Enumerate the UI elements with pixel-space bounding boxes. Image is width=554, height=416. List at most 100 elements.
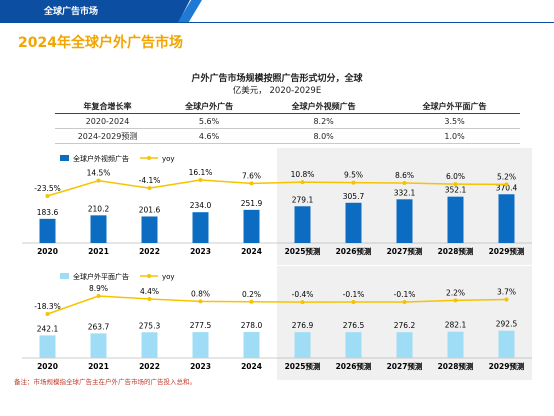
- legend-label: yoy: [162, 155, 175, 163]
- forecast-shade: [277, 266, 532, 380]
- page-title: 2024年全球户外广告市场: [18, 35, 183, 51]
- table-cell: 2020-2024: [55, 113, 160, 129]
- bar: [498, 330, 515, 358]
- table-cell: 5.6%: [160, 113, 259, 129]
- x-tick-label: 2023: [190, 362, 211, 371]
- yoy-value-label: 8.6%: [395, 171, 414, 180]
- table-row: 2024-2029预测 4.6% 8.0% 1.0%: [55, 128, 520, 144]
- x-tick-label: 2027预测: [387, 246, 423, 256]
- bar-value-label: 201.6: [139, 205, 161, 214]
- bar-value-label: 275.3: [139, 321, 161, 330]
- yoy-value-label: 8.9%: [89, 284, 108, 293]
- x-tick-label: 2025预测: [285, 246, 321, 256]
- yoy-value-label: 10.8%: [291, 170, 315, 179]
- bar: [498, 194, 515, 243]
- header-band: [0, 0, 190, 22]
- x-tick-label: 2028预测: [438, 361, 474, 371]
- bar-value-label: 263.7: [88, 322, 110, 331]
- bar-value-label: 305.7: [343, 192, 365, 201]
- yoy-point: [249, 299, 254, 304]
- bar: [39, 335, 56, 358]
- x-tick-label: 2026预测: [336, 361, 372, 371]
- yoy-point: [198, 178, 203, 182]
- table-cell: 2024-2029预测: [55, 128, 160, 144]
- bar-value-label: 242.1: [37, 324, 59, 333]
- x-tick-label: 2027预测: [387, 361, 423, 371]
- table-cell: 4.6%: [160, 128, 259, 144]
- x-tick-label: 2020: [37, 362, 58, 371]
- x-tick-label: 2022: [139, 362, 160, 371]
- yoy-point: [147, 186, 152, 191]
- bar: [141, 216, 158, 243]
- legend-line-marker: [147, 156, 151, 160]
- table-row: 2020-2024 5.6% 8.2% 3.5%: [55, 113, 520, 129]
- bar: [447, 196, 464, 243]
- yoy-value-label: -18.3%: [34, 302, 61, 311]
- yoy-value-label: 3.7%: [497, 287, 516, 296]
- x-tick-label: 2026预测: [336, 246, 372, 256]
- bar-value-label: 332.1: [394, 188, 416, 197]
- table-header-cell: 年复合增长率: [55, 100, 160, 114]
- yoy-point: [96, 178, 101, 183]
- bar-value-label: 183.6: [37, 208, 59, 217]
- x-tick-label: 2024: [241, 362, 262, 371]
- yoy-value-label: 4.4%: [140, 287, 159, 296]
- bar-value-label: 278.0: [241, 321, 263, 330]
- bar-value-label: 292.5: [496, 320, 518, 329]
- yoy-point: [453, 298, 458, 303]
- bar: [447, 331, 464, 358]
- bar-value-label: 276.5: [343, 321, 365, 330]
- bar: [345, 202, 362, 243]
- bar: [243, 209, 260, 243]
- bar-value-label: 251.9: [241, 199, 263, 208]
- yoy-line: [47, 179, 507, 197]
- yoy-point: [147, 296, 152, 301]
- footnote: 备注：市场规模指全球广告主在户外广告市场的广告投入总和。: [14, 378, 196, 386]
- x-tick-label: 2021: [88, 362, 109, 371]
- legend-bar-swatch: [60, 273, 69, 279]
- yoy-value-label: 6.0%: [446, 172, 465, 181]
- bar: [396, 332, 413, 358]
- yoy-value-label: 0.8%: [191, 289, 210, 298]
- x-tick-label: 2023: [190, 247, 211, 256]
- bar: [294, 332, 311, 358]
- bar: [192, 212, 209, 243]
- bar: [396, 199, 413, 243]
- yoy-value-label: 9.5%: [344, 171, 363, 180]
- table-cell: 8.2%: [258, 113, 390, 129]
- legend-bar-swatch: [60, 155, 69, 161]
- yoy-point: [300, 180, 305, 185]
- x-tick-label: 2022: [139, 247, 160, 256]
- yoy-value-label: 14.5%: [87, 169, 111, 178]
- bar: [141, 332, 158, 358]
- bar-value-label: 234.0: [190, 201, 212, 210]
- bar: [39, 218, 56, 243]
- bar: [192, 332, 209, 358]
- yoy-point: [351, 299, 356, 304]
- header-bar: 全球广告市场: [0, 0, 554, 23]
- yoy-point: [249, 181, 254, 186]
- bar: [345, 332, 362, 358]
- bar-value-label: 279.1: [292, 195, 314, 204]
- x-tick-label: 2025预测: [285, 361, 321, 371]
- yoy-point: [504, 297, 509, 302]
- yoy-point: [45, 312, 50, 316]
- bar: [294, 206, 311, 243]
- header-divider: [0, 22, 554, 23]
- bar-value-label: 276.2: [394, 321, 416, 330]
- bar-value-label: 370.4: [496, 183, 518, 192]
- x-tick-label: 2020: [37, 247, 58, 256]
- legend-label: yoy: [162, 273, 175, 281]
- yoy-point: [351, 180, 356, 185]
- yoy-value-label: 5.2%: [497, 172, 516, 181]
- section-label: 全球广告市场: [44, 7, 99, 17]
- table-header-row: 年复合增长率 全球户外广告 全球户外视频广告 全球户外平面广告: [55, 100, 520, 114]
- yoy-value-label: 0.2%: [242, 290, 261, 299]
- x-tick-label: 2028预测: [438, 246, 474, 256]
- yoy-point: [402, 181, 407, 186]
- yoy-value-label: -0.4%: [292, 290, 314, 299]
- yoy-point: [453, 182, 458, 187]
- yoy-point: [198, 299, 203, 304]
- x-tick-label: 2021: [88, 247, 109, 256]
